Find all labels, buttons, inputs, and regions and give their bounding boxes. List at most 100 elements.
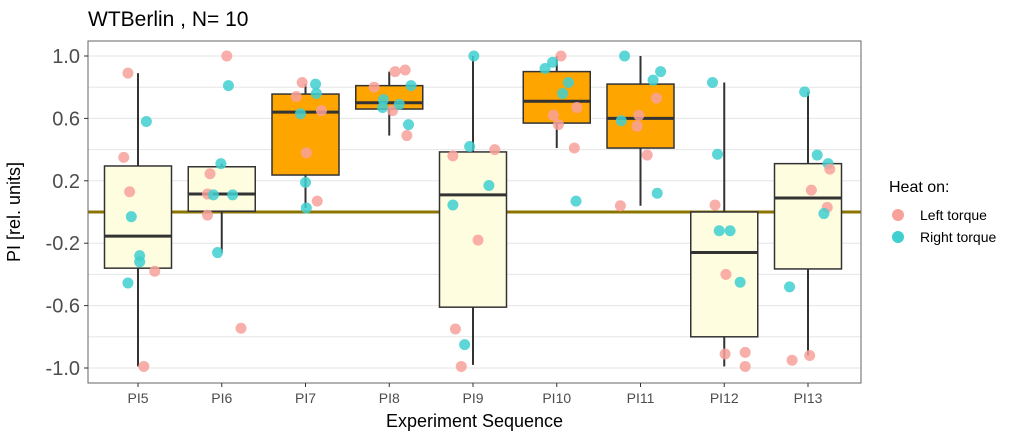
data-point-right-torque xyxy=(724,225,736,237)
box-pi6 xyxy=(187,163,256,253)
data-point-right-torque xyxy=(125,211,137,223)
data-point-right-torque xyxy=(300,176,311,188)
x-tick-label: PI13 xyxy=(794,390,823,406)
data-point-right-torque xyxy=(310,87,322,99)
box-pi9 xyxy=(438,56,508,365)
legend-item-left-torque: Left torque xyxy=(892,207,987,223)
data-point-right-torque xyxy=(140,116,152,128)
y-axis: 1.0 0.6 0.2 -0.2 -0.6 -1.0 xyxy=(46,46,88,380)
data-point-right-torque xyxy=(403,119,415,131)
data-point-right-torque xyxy=(784,281,796,293)
data-point-right-torque xyxy=(712,148,724,160)
data-point-right-torque xyxy=(207,189,219,201)
data-point-left-torque xyxy=(447,150,459,162)
legend: Heat on: Left torque Right torque xyxy=(889,179,996,245)
data-point-right-torque xyxy=(377,101,389,113)
y-tick-label: -0.6 xyxy=(46,296,80,318)
data-point-left-torque xyxy=(118,151,130,163)
data-point-left-torque xyxy=(739,346,751,358)
legend-title: Heat on: xyxy=(889,179,949,196)
box-pi5 xyxy=(103,73,173,367)
data-point-left-torque xyxy=(389,66,401,78)
data-point-right-torque xyxy=(539,62,551,74)
chart-title: WTBerlin , N= 10 xyxy=(88,8,248,31)
data-point-left-torque xyxy=(709,199,721,211)
data-point-left-torque xyxy=(204,168,216,180)
data-point-right-torque xyxy=(615,115,627,127)
data-point-left-torque xyxy=(552,119,564,131)
y-tick-label: -0.2 xyxy=(46,233,80,255)
legend-dot-right-torque xyxy=(892,231,904,243)
legend-label-right-torque: Right torque xyxy=(920,229,996,245)
data-point-right-torque xyxy=(122,277,134,289)
data-point-left-torque xyxy=(124,186,136,198)
box-pi7 xyxy=(271,84,340,208)
data-point-right-torque xyxy=(447,199,459,211)
data-point-left-torque xyxy=(221,50,233,62)
data-point-right-torque xyxy=(557,87,569,99)
x-tick-label: PI8 xyxy=(379,390,400,406)
data-point-left-torque xyxy=(296,77,308,89)
x-tick-label: PI7 xyxy=(295,390,316,406)
data-point-right-torque xyxy=(811,149,823,161)
data-point-left-torque xyxy=(633,109,645,121)
data-point-left-torque xyxy=(122,67,134,79)
data-point-left-torque xyxy=(149,265,161,277)
box-iqr xyxy=(271,93,340,176)
data-point-right-torque xyxy=(655,66,667,78)
data-point-right-torque xyxy=(707,77,719,89)
legend-label-left-torque: Left torque xyxy=(920,207,987,223)
data-point-left-torque xyxy=(614,200,626,212)
data-point-left-torque xyxy=(138,360,150,372)
data-point-left-torque xyxy=(547,109,559,121)
data-point-left-torque xyxy=(786,354,798,366)
data-point-left-torque xyxy=(805,184,817,196)
box-pi11 xyxy=(606,56,675,206)
data-point-right-torque xyxy=(294,108,306,120)
data-point-left-torque xyxy=(555,50,567,62)
box-pi13 xyxy=(773,91,843,356)
data-point-right-torque xyxy=(651,187,663,199)
x-tick-label: PI6 xyxy=(211,390,232,406)
data-point-right-torque xyxy=(619,50,631,62)
legend-item-right-torque: Right torque xyxy=(892,229,996,245)
data-point-left-torque xyxy=(650,92,662,104)
data-point-right-torque xyxy=(300,202,312,214)
data-point-left-torque xyxy=(401,130,413,142)
x-tick-label: PI12 xyxy=(710,390,739,406)
data-point-right-torque xyxy=(222,80,234,92)
data-point-left-torque xyxy=(202,209,214,221)
data-point-right-torque xyxy=(734,276,746,288)
data-point-left-torque xyxy=(631,120,643,132)
data-point-right-torque xyxy=(547,56,559,68)
data-point-right-torque xyxy=(562,77,574,89)
data-point-left-torque xyxy=(571,101,583,113)
data-point-right-torque xyxy=(405,80,417,92)
data-point-right-torque xyxy=(459,339,471,351)
boxes-layer xyxy=(103,56,843,367)
data-point-left-torque xyxy=(290,91,302,103)
data-point-left-torque xyxy=(399,64,411,76)
data-point-left-torque xyxy=(449,323,461,335)
data-point-right-torque xyxy=(212,247,224,259)
data-point-left-torque xyxy=(235,322,247,334)
y-tick-label: 1.0 xyxy=(52,46,80,68)
data-point-left-torque xyxy=(300,147,312,159)
data-point-left-torque xyxy=(641,149,653,161)
x-tick-label: PI9 xyxy=(462,390,483,406)
y-axis-title: PI [rel. units] xyxy=(4,162,24,262)
x-tick-label: PI5 xyxy=(127,390,148,406)
data-point-right-torque xyxy=(799,86,811,98)
data-point-right-torque xyxy=(483,179,495,191)
data-point-left-torque xyxy=(315,105,327,117)
y-tick-label: -1.0 xyxy=(46,358,80,380)
data-point-right-torque xyxy=(647,74,659,86)
data-point-right-torque xyxy=(310,78,322,90)
y-tick-label: 0.6 xyxy=(52,108,80,130)
data-point-left-torque xyxy=(568,142,580,154)
data-point-left-torque xyxy=(720,268,732,280)
x-axis-title: Experiment Sequence xyxy=(386,411,563,431)
box-pi12 xyxy=(690,82,759,367)
data-point-left-torque xyxy=(719,348,731,360)
box-iqr xyxy=(438,151,508,308)
